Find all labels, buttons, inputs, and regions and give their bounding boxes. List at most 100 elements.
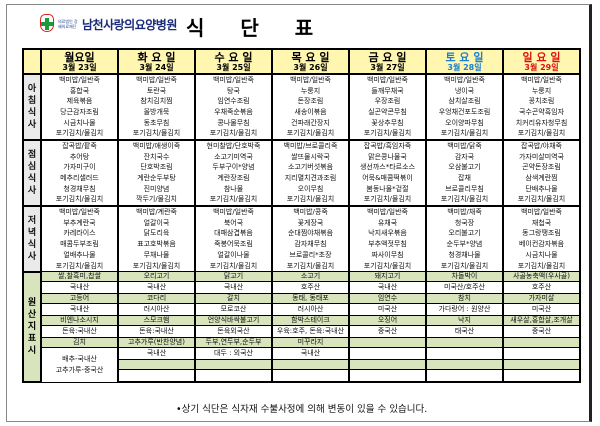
menu-item: 어묵&매콤떡볶이: [348, 173, 427, 184]
menu-row: 아 침 식 사 백미밥/일반죽 백미밥/일반죽 백미밥/일반죽 백미밥/일반죽 백미밥/일…: [22, 72, 581, 142]
menu-item: 순두부*양념: [425, 239, 504, 250]
origin-cell: [425, 359, 504, 371]
menu-item: 포기김치/물김치: [502, 128, 581, 141]
menu-row: 부추계란국 얼갈이국 북어국 꽃게장국 유채국 청국장 재첩국: [23, 217, 581, 229]
menu-item: 곤약돈장조림: [502, 162, 581, 174]
origin-cell: 쌀,찰흑미,찹쌀: [40, 271, 119, 283]
origin-cell: 오리고기: [117, 271, 196, 283]
origin-cell: 고추가루(반찬양념): [117, 337, 196, 349]
menu-item: 백미밥/일반죽: [425, 73, 504, 86]
menu-item: 닭도리육: [117, 228, 196, 240]
menu-item: 청국장: [425, 217, 504, 229]
menu-item: 백미밥/일반죽: [348, 73, 427, 86]
origin-cell: 국내산: [40, 303, 119, 317]
origin-cell: 국내산: [348, 281, 427, 295]
menu-item: 봄동나물*겉절: [348, 183, 427, 195]
origin-cell: [117, 369, 196, 384]
menu-item: 당근감자조림: [40, 107, 119, 118]
origin-cell: 사골농축액(우사골): [502, 271, 581, 283]
origin-cell: 국내산: [117, 347, 196, 361]
origin-cell: 언양식바싹불고기: [194, 315, 273, 327]
origin-cell: 소고기: [271, 271, 350, 283]
kimchi-origin-line: 고추가루-중국산: [55, 366, 104, 375]
menu-item: 포기김치/물김치: [348, 260, 427, 272]
origin-cell: 대두 : 외국산: [194, 347, 273, 361]
origin-cell: [348, 359, 427, 371]
menu-item: 메추리샐러드: [40, 173, 119, 184]
origin-cell: 중국산: [502, 325, 581, 339]
menu-item: 청경채나물: [425, 250, 504, 261]
origin-row: [23, 369, 581, 384]
day-header-row: 월요일 3월 23일 화 요 일 3월 24일 수 요 일 3월 25일 목 요 일 3월 2…: [22, 48, 581, 75]
menu-item: 올방개묵: [117, 107, 196, 118]
menu-item: 북어국: [194, 217, 273, 229]
origin-cell: [425, 369, 504, 384]
kimchi-origin-line: 배추-국내산: [62, 355, 97, 364]
menu-item: 두부구이*양념: [194, 162, 273, 174]
menu-item: 건파래간장지: [271, 117, 350, 129]
menu-item: 백미밥/일반죽: [502, 73, 581, 86]
origin-cell: 태국산: [425, 325, 504, 339]
menu-row: 포기김치/물김치 깍두기/물김치 포기김치/물김치 포기김치/물김치 포기김치/물김치 포…: [23, 194, 581, 207]
origin-row: 비엔나소시지 스모크햄 언양식바싹불고기 함박스테이크 오징어 낙지 새우살,홍합살,조개살: [23, 315, 581, 327]
menu-item: 소고기미역국: [194, 151, 273, 163]
menu-row: 가자미구이 단호박조림 두부구이*양념 소고기버섯볶음 생선까스*타르소스 오삼불고기 곤약…: [23, 162, 581, 174]
menu-item: 콩나물무침: [194, 117, 273, 129]
day-header: 일 요 일 3월 29일: [502, 48, 581, 75]
origin-row: 돈육:국내산 돈육:국내산 돈육외국산 우육:호주, 돈육:국내산 중국산 태국산 중국산: [23, 325, 581, 339]
menu-item: 꽁치조림: [502, 96, 581, 108]
origin-cell: [271, 369, 350, 384]
menu-item: 짜사이무침: [348, 250, 427, 261]
menu-item: 계란장조림: [194, 173, 273, 184]
day-name: 금 요 일: [368, 50, 407, 64]
origin-cell: 러시아산: [117, 303, 196, 317]
menu-row: 점 심 식 사 잡곡밥/팥죽 백미밥/애생이죽 현미찰밥/단호박죽 백미밥/브로콜리죽 잡…: [22, 139, 581, 208]
origin-label: 원 산 지 표 시: [22, 270, 42, 384]
menu-item: 포기김치/물김치: [271, 260, 350, 272]
menu-item: 돈장조림: [271, 96, 350, 108]
menu-item: 냉이국: [425, 85, 504, 97]
menu-item: 부추액젓무침: [348, 239, 427, 250]
menu-item: 백미밥/콩죽: [271, 205, 350, 218]
menu-item: 백미밥/일반죽: [502, 205, 581, 218]
heart-cross-icon: [40, 14, 56, 34]
origin-row: 고등어 코다리 갈치 동태, 동태포 임연수 참치 가자미살: [23, 293, 581, 305]
menu-item: 포기김치/물김치: [194, 128, 273, 141]
menu-item: 추어탕: [40, 151, 119, 163]
meal-label: 점 심 식 사: [22, 139, 42, 208]
menu-item: 포기김치/물김치: [425, 194, 504, 207]
menu-row: 추어탕 잔치국수 소고기미역국 쌀뜨물시락국 맑은콩나물국 감자국 가자미살미역국: [23, 151, 581, 163]
footer-note: •상기 식단은 식자재 수불사정에 의해 변동이 있을 수 있습니다.: [176, 404, 428, 415]
menu-item: 순대찜야채볶음: [271, 228, 350, 240]
menu-item: 가자미구이: [40, 162, 119, 174]
menu-item: 오삼불고기: [425, 162, 504, 174]
origin-row: 국내산 러시아산 모로코산 러시아산 미국산 가다랑어 : 원양산 미국산: [23, 303, 581, 317]
origin-cell: [194, 369, 273, 384]
origin-cell: 코다리: [117, 293, 196, 305]
day-name: 일 요 일: [522, 50, 561, 64]
menu-item: 탕국: [194, 85, 273, 97]
origin-cell: 미국산: [348, 303, 427, 317]
hospital-foundation: 의료법인 강혜의료재단: [58, 19, 78, 29]
menu-item: 유채국: [348, 217, 427, 229]
menu-item: 죽봉어묵조림: [194, 239, 273, 250]
menu-item: 대패삼겹볶음: [194, 228, 273, 240]
menu-item: 잡채: [425, 173, 504, 184]
day-header: 화 요 일 3월 24일: [117, 48, 196, 75]
origin-cell: [271, 359, 350, 371]
menu-item: 소고기버섯볶음: [271, 162, 350, 174]
menu-row: 당근감자조림 올방개묵 우채죽순볶음 새송이볶음 실곤약콘무침 우엉채건포도조림 국수곤약흑…: [23, 107, 581, 118]
menu-row: 얼배추나물 무채나물 얼갈이나물 브로콜리*초장 짜사이무침 청경채나물 시금치나물: [23, 250, 581, 261]
menu-item: 베이컨감자볶음: [502, 239, 581, 250]
origin-cell: 임연수: [348, 293, 427, 305]
origin-cell: 갈치: [194, 293, 273, 305]
origin-cell: 고등어: [40, 293, 119, 305]
origin-cell: 김치: [40, 337, 119, 349]
origin-cell: 국내산: [40, 281, 119, 295]
menu-item: 포기김치/물김치: [194, 260, 273, 272]
origin-cell: [502, 369, 581, 384]
menu-item: 포기김치/물김치: [425, 128, 504, 141]
menu-item: 동초무침: [117, 117, 196, 129]
day-header: 토 요 일 3월 28일: [425, 48, 504, 75]
